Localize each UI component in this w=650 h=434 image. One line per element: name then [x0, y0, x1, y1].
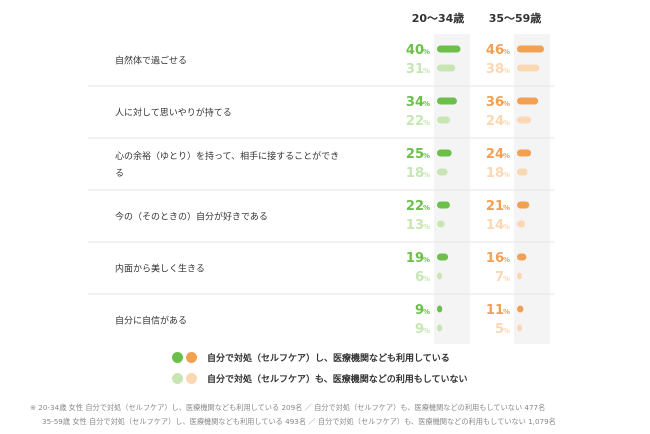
- bar-use: [437, 97, 457, 105]
- value-unit: %: [423, 275, 430, 283]
- bar-none: [517, 64, 540, 72]
- value-unit: %: [503, 48, 510, 56]
- value-unit: %: [423, 308, 430, 316]
- value-unit: %: [503, 327, 510, 335]
- value-unit: %: [423, 204, 430, 212]
- footnote-line-1: ※ 20-34歳 女性 自分で対処（セルフケア）し、医療機関なども利用している …: [30, 403, 546, 412]
- legend-label-without-care: 自分で対処（セルフケア）も、医療機関などの利用もしていない: [207, 375, 468, 385]
- value-label-use: 21: [486, 199, 504, 214]
- bar-none: [437, 324, 443, 332]
- bar-none: [437, 272, 442, 280]
- value-unit: %: [423, 171, 430, 179]
- value-label-use: 40: [406, 43, 424, 58]
- value-unit: %: [423, 67, 430, 75]
- category-label: 心の余裕（ゆとり）を持って、相手に接することができ: [115, 150, 339, 162]
- bar-use: [517, 253, 527, 261]
- bar-none: [517, 220, 526, 228]
- bar-none: [437, 116, 450, 124]
- value-label-use: 9: [415, 303, 424, 318]
- bar-none: [437, 168, 448, 176]
- value-unit: %: [503, 67, 510, 75]
- value-unit: %: [423, 119, 430, 127]
- footnote-line-2: 35-59歳 女性 自分で対処（セルフケア）し、医療機関なども利用している 49…: [42, 417, 556, 426]
- value-label-use: 24: [486, 147, 504, 162]
- category-label: 今の（そのときの）自分が好きである: [115, 211, 268, 223]
- bar-none: [437, 64, 456, 72]
- legend-item-without-care: 自分で対処（セルフケア）も、医療機関などの利用もしていない: [172, 372, 467, 385]
- bar-chart: 20〜34歳 35〜59歳自然体で過ごせる人に対して思いやりが持てる心の余裕（ゆと…: [88, 11, 555, 344]
- category-label: る: [115, 168, 124, 179]
- bar-use: [517, 201, 530, 209]
- value-unit: %: [423, 152, 430, 160]
- bar-use: [437, 201, 450, 209]
- value-label-none: 38: [486, 62, 504, 77]
- bar-use: [437, 253, 449, 261]
- value-unit: %: [503, 256, 510, 264]
- column-header-0: 20〜34歳: [412, 11, 465, 25]
- column-band-0: [434, 34, 470, 344]
- legend-orange-dark-dot: [186, 352, 197, 363]
- value-label-none: 18: [486, 166, 504, 181]
- value-unit: %: [503, 100, 510, 108]
- bar-use: [517, 97, 539, 105]
- value-label-none: 7: [495, 270, 504, 285]
- value-unit: %: [423, 100, 430, 108]
- bar-none: [517, 168, 528, 176]
- category-label: 自分に自信がある: [115, 315, 187, 327]
- value-unit: %: [423, 48, 430, 56]
- value-label-use: 11: [486, 303, 504, 318]
- legend-orange-light-dot: [186, 373, 197, 384]
- bar-use: [437, 149, 452, 157]
- value-label-use: 25: [406, 147, 424, 162]
- value-unit: %: [503, 223, 510, 231]
- value-unit: %: [423, 223, 430, 231]
- value-label-none: 18: [406, 166, 424, 181]
- bar-use: [517, 149, 532, 157]
- value-unit: %: [503, 275, 510, 283]
- value-label-use: 22: [406, 199, 424, 214]
- legend-label-with-care: 自分で対処（セルフケア）し、医療機関なども利用している: [207, 354, 450, 364]
- bar-none: [517, 272, 522, 280]
- value-label-none: 31: [406, 62, 424, 77]
- legend-item-with-care: 自分で対処（セルフケア）し、医療機関なども利用している: [172, 351, 450, 364]
- value-label-use: 16: [486, 251, 504, 266]
- bar-none: [517, 116, 532, 124]
- value-label-none: 13: [406, 218, 424, 233]
- value-label-none: 5: [495, 322, 504, 337]
- value-unit: %: [503, 171, 510, 179]
- value-unit: %: [423, 256, 430, 264]
- category-label: 内面から美しく生きる: [115, 263, 205, 275]
- value-unit: %: [423, 327, 430, 335]
- bar-none: [517, 324, 522, 332]
- category-label: 人に対して思いやりが持てる: [115, 107, 232, 119]
- value-label-use: 46: [486, 43, 504, 58]
- value-unit: %: [503, 119, 510, 127]
- bar-use: [517, 305, 524, 313]
- value-unit: %: [503, 204, 510, 212]
- value-label-none: 14: [486, 218, 504, 233]
- column-band-1: [514, 34, 550, 344]
- column-header-1: 35〜59歳: [489, 11, 542, 25]
- value-label-none: 24: [486, 114, 504, 129]
- value-unit: %: [503, 308, 510, 316]
- category-label: 自然体で過ごせる: [115, 55, 187, 67]
- value-label-none: 22: [406, 114, 424, 129]
- bar-use: [517, 45, 544, 53]
- value-label-use: 34: [406, 95, 424, 110]
- legend-green-light-dot: [172, 373, 183, 384]
- bar-none: [437, 220, 445, 228]
- legend-green-dark-dot: [172, 352, 183, 363]
- value-unit: %: [503, 152, 510, 160]
- value-label-use: 36: [486, 95, 504, 110]
- value-label-none: 6: [415, 270, 424, 285]
- bar-use: [437, 45, 461, 53]
- value-label-use: 19: [406, 251, 424, 266]
- value-label-none: 9: [415, 322, 424, 337]
- bar-use: [437, 305, 443, 313]
